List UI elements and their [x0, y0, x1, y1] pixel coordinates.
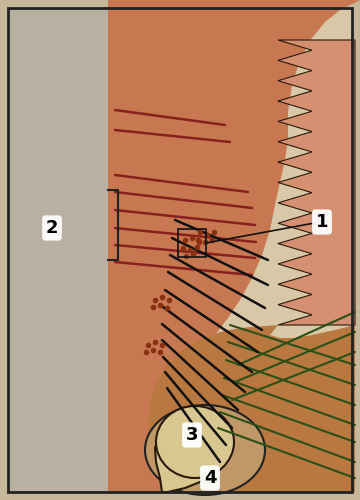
Bar — [8, 8, 108, 492]
Polygon shape — [155, 422, 222, 492]
Ellipse shape — [145, 405, 265, 495]
Text: 2: 2 — [46, 219, 58, 237]
Bar — [178, 229, 206, 257]
Polygon shape — [108, 0, 360, 492]
Text: 1: 1 — [316, 213, 328, 231]
Bar — [108, 8, 352, 492]
Text: 3: 3 — [186, 426, 198, 444]
Polygon shape — [108, 325, 355, 492]
Text: 4: 4 — [204, 469, 216, 487]
Ellipse shape — [156, 406, 234, 478]
Polygon shape — [278, 40, 355, 325]
